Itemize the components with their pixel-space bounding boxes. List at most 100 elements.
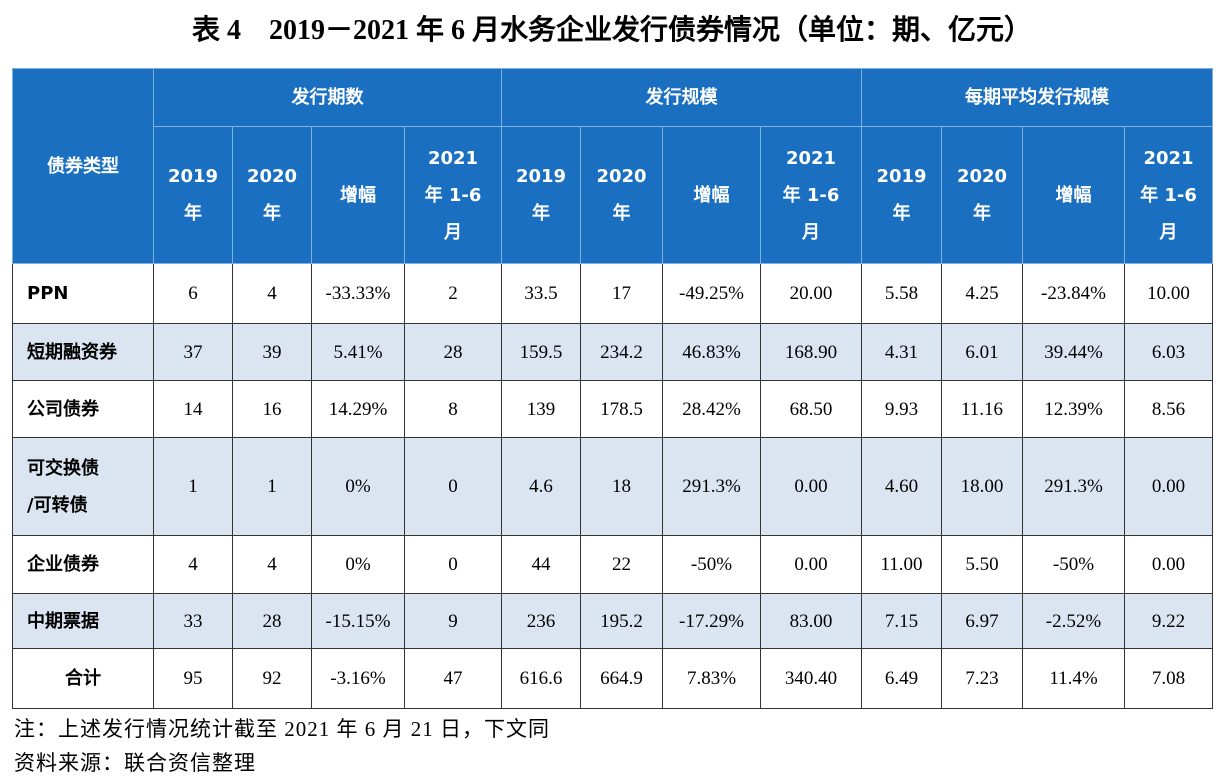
note: 注：上述发行情况统计截至 2021 年 6 月 21 日，下文同 <box>14 717 550 741</box>
cell: 4.60 <box>861 437 942 536</box>
cell: 12.39% <box>1022 380 1125 438</box>
cell: 291.3% <box>662 437 761 536</box>
cell: 616.6 <box>501 648 581 709</box>
cell: 291.3% <box>1022 437 1125 536</box>
cell: 47 <box>404 648 502 709</box>
cell: -33.33% <box>311 263 405 324</box>
cell: 6.97 <box>941 593 1023 649</box>
cell: 11.16 <box>941 380 1023 438</box>
table-row: 合计 95 92 -3.16% 47 616.6 664.9 7.83% 340.40 6.49 7… <box>12 648 1213 709</box>
cell: 83.00 <box>760 593 862 649</box>
cell: 4 <box>232 535 312 594</box>
cell: 0.00 <box>1124 535 1213 594</box>
cell: 6.03 <box>1124 323 1213 381</box>
cell: 20.00 <box>760 263 862 324</box>
cell: 0% <box>311 437 405 536</box>
row-label: 合计 <box>12 648 154 709</box>
cell: -50% <box>1022 535 1125 594</box>
cell: -2.52% <box>1022 593 1125 649</box>
cell: 18 <box>580 437 663 536</box>
cell: 39 <box>232 323 312 381</box>
table-row: PPN 6 4 -33.33% 2 33.5 17 -49.25% 20.00 5.58 4.25-… <box>12 263 1213 324</box>
row-label: PPN <box>12 263 154 324</box>
cell: 5.41% <box>311 323 405 381</box>
table-row: 短期融资券 37 39 5.41% 28 159.5 234.2 46.83% 168.90 4.… <box>12 323 1213 381</box>
cell: -23.84% <box>1022 263 1125 324</box>
cell: 0 <box>404 437 502 536</box>
group-header: 发行规模 <box>501 68 862 127</box>
cell: 11.4% <box>1022 648 1125 709</box>
cell: 9 <box>404 593 502 649</box>
column-header: 增幅 <box>1022 126 1125 264</box>
group-header: 每期平均发行规模 <box>861 68 1213 127</box>
table-row: 公司债券 14 16 14.29% 8 139 178.5 28.42% 68.50 9.93 11… <box>12 380 1213 438</box>
cell: 178.5 <box>580 380 663 438</box>
cell: 340.40 <box>760 648 862 709</box>
row-label: 中期票据 <box>12 593 154 649</box>
cell: 14 <box>153 380 233 438</box>
row-label: 公司债券 <box>12 380 154 438</box>
cell: 1 <box>153 437 233 536</box>
cell: 92 <box>232 648 312 709</box>
cell: 4.6 <box>501 437 581 536</box>
column-header: 2020 年 <box>580 126 663 264</box>
row-label: 企业债券 <box>12 535 154 594</box>
cell: -17.29% <box>662 593 761 649</box>
cell: 0 <box>404 535 502 594</box>
cell: -3.16% <box>311 648 405 709</box>
cell: 7.23 <box>941 648 1023 709</box>
row-label: 短期融资券 <box>12 323 154 381</box>
cell: 6 <box>153 263 233 324</box>
cell: 0.00 <box>760 437 862 536</box>
cell: 2 <box>404 263 502 324</box>
cell: 17 <box>580 263 663 324</box>
subheader-row: 2019 年 2020 年增幅 2021 年 1-6 月 2019 年 2020 年增幅… <box>13 126 1213 264</box>
cell: 33.5 <box>501 263 581 324</box>
cell: 664.9 <box>580 648 663 709</box>
cell: 139 <box>501 380 581 438</box>
column-header: 2019 年 <box>501 126 581 264</box>
cell: 8.56 <box>1124 380 1213 438</box>
table-row: 中期票据 33 28 -15.15% 9 236 195.2 -17.29% 83.00 7.15… <box>12 593 1213 649</box>
cell: 234.2 <box>580 323 663 381</box>
cell: 7.08 <box>1124 648 1213 709</box>
column-header: 增幅 <box>311 126 405 264</box>
cell: 7.15 <box>861 593 942 649</box>
cell: 95 <box>153 648 233 709</box>
cell: 0.00 <box>760 535 862 594</box>
cell: 4.25 <box>941 263 1023 324</box>
cell: 39.44% <box>1022 323 1125 381</box>
cell: 236 <box>501 593 581 649</box>
cell: 6.49 <box>861 648 942 709</box>
row-label: 可交换债 /可转债 <box>12 437 154 536</box>
column-header: 增幅 <box>662 126 761 264</box>
cell: 9.93 <box>861 380 942 438</box>
cell: 68.50 <box>760 380 862 438</box>
cell: 44 <box>501 535 581 594</box>
column-header: 2021 年 1-6 月 <box>1124 126 1213 264</box>
cell: 14.29% <box>311 380 405 438</box>
table-row: 可交换债 /可转债 1 1 0% 0 4.6 18 291.3% 0.00 4.60 18.00 29… <box>12 437 1213 536</box>
cell: 11.00 <box>861 535 942 594</box>
cell: 7.83% <box>662 648 761 709</box>
cell: 4.31 <box>861 323 942 381</box>
cell: 28 <box>232 593 312 649</box>
corner-header: 债券类型 <box>12 68 154 264</box>
cell: 6.01 <box>941 323 1023 381</box>
cell: 159.5 <box>501 323 581 381</box>
cell: 37 <box>153 323 233 381</box>
group-header: 发行期数 <box>153 68 502 127</box>
cell: 4 <box>232 263 312 324</box>
cell: 33 <box>153 593 233 649</box>
cell: 5.50 <box>941 535 1023 594</box>
column-header: 2021 年 1-6 月 <box>760 126 862 264</box>
bond-table: 债券类型 发行期数 发行规模 每期平均发行规模 2019 年 2020 年增幅 2021 年… <box>12 68 1213 709</box>
cell: 195.2 <box>580 593 663 649</box>
column-header: 2020 年 <box>941 126 1023 264</box>
cell: 18.00 <box>941 437 1023 536</box>
cell: -49.25% <box>662 263 761 324</box>
cell: -15.15% <box>311 593 405 649</box>
notes: 注：上述发行情况统计截至 2021 年 6 月 21 日，下文同 资料来源：联合资… <box>14 712 550 780</box>
cell: -50% <box>662 535 761 594</box>
